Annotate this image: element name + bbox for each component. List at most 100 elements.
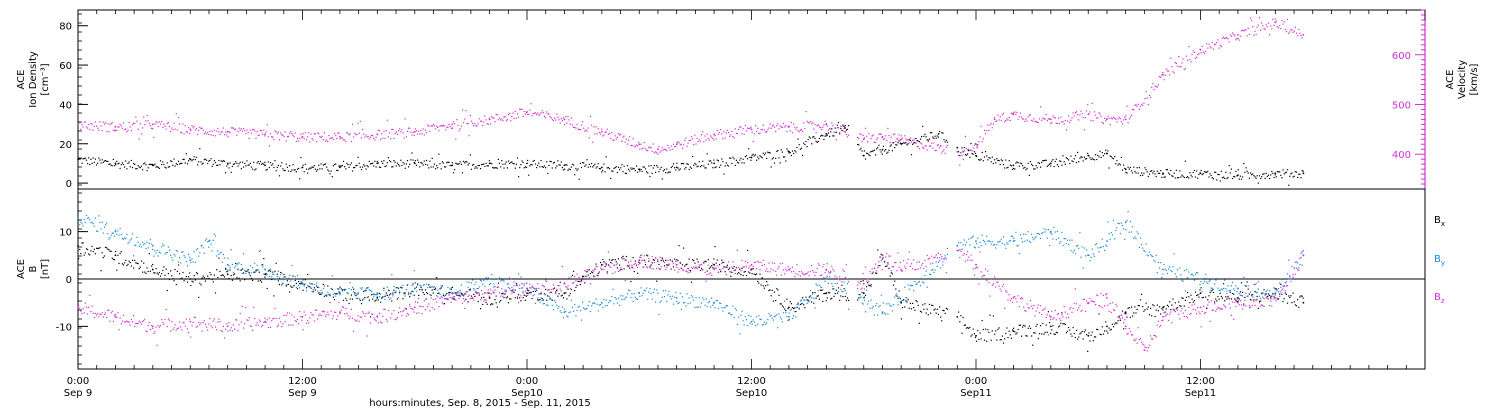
data-point [1042,160,1044,162]
data-point [1288,295,1290,297]
data-point [1266,289,1268,291]
data-point [562,297,565,299]
data-point [705,139,707,141]
data-point [1255,291,1257,294]
data-point [869,285,871,287]
data-point [366,136,368,138]
data-point [140,133,143,135]
data-point [863,150,865,152]
data-point [594,302,596,305]
data-point [750,128,753,131]
data-point [1203,171,1206,173]
data-point [577,128,579,130]
data-point [822,135,824,137]
data-point [262,266,264,268]
data-point [1012,113,1015,116]
data-point [245,133,247,135]
data-point [802,297,804,299]
data-point [580,319,583,321]
data-point [903,299,905,301]
data-point [846,136,849,138]
data-point [314,133,316,135]
data-point [337,132,339,134]
data-point [1081,113,1083,115]
data-point [538,299,540,301]
data-point [189,272,191,274]
data-point [183,280,185,282]
data-point [176,129,178,131]
data-point [1091,331,1093,333]
data-point [1240,282,1243,284]
data-point [597,272,599,275]
data-point [359,287,361,289]
data-point [1290,29,1292,31]
data-point [433,286,435,288]
data-point [981,234,983,236]
data-point [916,301,918,303]
data-point [926,139,928,141]
data-point [394,161,396,163]
data-point [926,308,928,310]
data-point [430,166,432,168]
data-point [320,314,322,317]
data-point [266,124,268,126]
data-point [410,307,412,310]
data-point [122,238,125,240]
data-point [399,292,401,294]
data-point [562,317,565,319]
data-point [165,252,167,254]
data-point [1061,231,1063,233]
data-point [556,290,558,292]
data-point [763,321,765,323]
data-point [464,162,466,164]
data-point [1230,35,1232,37]
data-point [793,152,795,155]
data-point [961,332,963,334]
data-point [777,150,779,152]
data-point [319,168,321,170]
data-point [1211,289,1213,291]
data-point [140,260,143,262]
data-point [1151,170,1153,172]
data-point [757,127,759,129]
data-point [1124,167,1126,169]
data-point [1060,241,1062,243]
data-point [597,128,599,130]
data-point [743,324,745,326]
data-point [549,116,551,118]
data-point [884,138,886,140]
data-point [1221,177,1223,179]
data-point [1031,119,1033,121]
data-point [412,309,414,311]
data-point [117,163,119,165]
data-point [1037,122,1039,124]
data-point [1157,261,1159,263]
data-point [1049,118,1051,120]
data-point [771,125,773,127]
data-point [1105,244,1107,246]
data-point [450,165,452,167]
data-point [131,167,134,169]
data-point [1086,249,1088,251]
data-point [1144,98,1146,100]
data-point [135,168,137,170]
data-point [239,269,241,271]
data-point [421,288,423,290]
data-point [240,128,242,130]
data-point [152,248,154,251]
data-point [362,128,364,131]
data-point [129,262,131,264]
data-point [152,163,154,165]
data-point [1258,17,1261,19]
data-point [286,284,288,286]
data-point [199,282,201,284]
data-point [99,313,101,315]
data-point [82,308,84,310]
data-point [1150,254,1152,256]
data-point [836,292,838,294]
data-point [889,145,891,147]
data-point [373,317,375,319]
data-point [611,296,613,298]
data-point [388,160,391,162]
